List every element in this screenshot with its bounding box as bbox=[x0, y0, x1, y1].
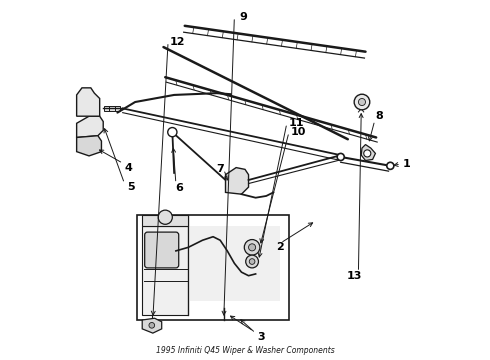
Polygon shape bbox=[109, 105, 115, 111]
Polygon shape bbox=[104, 105, 110, 111]
Polygon shape bbox=[76, 136, 101, 156]
FancyBboxPatch shape bbox=[145, 232, 179, 268]
Circle shape bbox=[249, 259, 255, 264]
Text: 1: 1 bbox=[402, 159, 410, 169]
Text: 7: 7 bbox=[216, 165, 224, 174]
Polygon shape bbox=[225, 168, 248, 194]
Circle shape bbox=[337, 153, 344, 161]
Text: 11: 11 bbox=[289, 118, 304, 128]
Text: 9: 9 bbox=[239, 12, 247, 22]
Text: 3: 3 bbox=[257, 332, 265, 342]
Circle shape bbox=[387, 162, 394, 169]
Text: 13: 13 bbox=[346, 271, 362, 281]
Circle shape bbox=[248, 244, 256, 251]
Circle shape bbox=[158, 210, 172, 224]
Text: 2: 2 bbox=[276, 242, 284, 252]
Circle shape bbox=[358, 99, 366, 105]
Polygon shape bbox=[188, 226, 280, 301]
Polygon shape bbox=[142, 215, 188, 226]
Text: 10: 10 bbox=[291, 127, 306, 137]
Polygon shape bbox=[361, 145, 375, 161]
Text: 1995 Infiniti Q45 Wiper & Washer Components: 1995 Infiniti Q45 Wiper & Washer Compone… bbox=[156, 346, 334, 355]
Text: 6: 6 bbox=[175, 183, 183, 193]
Circle shape bbox=[168, 127, 177, 137]
Text: 8: 8 bbox=[376, 111, 384, 121]
Polygon shape bbox=[76, 88, 99, 116]
Circle shape bbox=[245, 239, 260, 255]
Text: 5: 5 bbox=[127, 182, 135, 192]
Polygon shape bbox=[115, 105, 120, 111]
Circle shape bbox=[354, 94, 370, 110]
Text: 4: 4 bbox=[124, 163, 132, 172]
Polygon shape bbox=[142, 318, 162, 333]
Polygon shape bbox=[76, 116, 103, 138]
Polygon shape bbox=[137, 215, 289, 320]
Circle shape bbox=[149, 323, 155, 328]
Circle shape bbox=[364, 150, 371, 157]
Polygon shape bbox=[142, 226, 188, 315]
Text: 12: 12 bbox=[170, 37, 185, 47]
Circle shape bbox=[245, 255, 258, 268]
